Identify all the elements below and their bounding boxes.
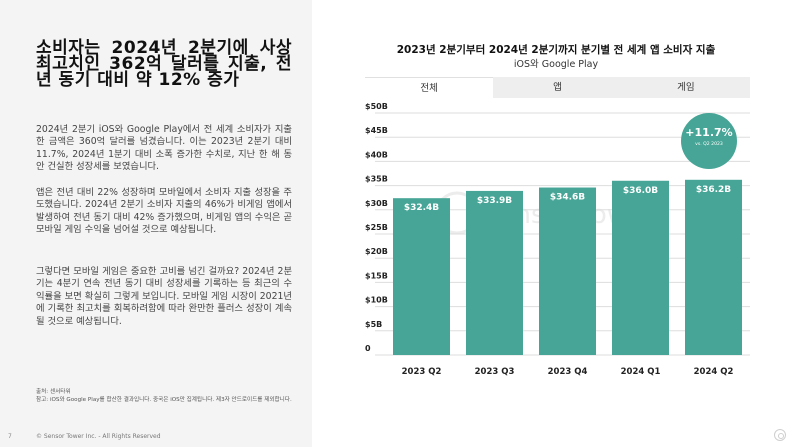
y-tick-label: $35B xyxy=(365,175,388,184)
headline: 소비자는 2024년 2분기에 사상 최고치인 362억 달러를 지출, 전년 … xyxy=(36,38,292,90)
bar xyxy=(393,198,450,355)
y-tick-label: $25B xyxy=(365,223,388,232)
paragraph-2: 앱은 전년 대비 22% 성장하며 모바일에서 소비자 지출 성장을 주도했습니… xyxy=(36,187,292,236)
paragraph-3: 그렇다면 모바일 게임은 중요한 고비를 넘긴 걸까요? 2024년 2분기는 … xyxy=(36,266,292,327)
y-tick-label: 0 xyxy=(365,344,371,353)
bar xyxy=(539,187,596,355)
chart-panel: 2023년 2분기부터 2024년 2분기까지 분기별 전 세계 앱 소비자 지… xyxy=(312,0,800,447)
y-tick-label: $15B xyxy=(365,271,388,280)
badge-percent: +11.7% xyxy=(685,126,733,139)
y-tick-label: $40B xyxy=(365,150,388,159)
y-tick-label: $5B xyxy=(365,320,382,329)
data-label: $36.0B xyxy=(623,186,658,196)
bar xyxy=(685,179,742,355)
y-tick-label: $45B xyxy=(365,126,388,135)
x-tick-label: 2023 Q2 xyxy=(402,367,442,377)
growth-badge: +11.7% vs. Q2 2023 xyxy=(681,113,737,169)
page-number: 7 xyxy=(8,433,12,440)
badge-subtitle: vs. Q2 2023 xyxy=(695,142,723,147)
sensor-tower-logo-icon xyxy=(774,429,786,441)
chart-title: 2023년 2분기부터 2024년 2분기까지 분기별 전 세계 앱 소비자 지… xyxy=(396,44,716,56)
bar xyxy=(612,180,669,355)
y-tick-label: $50B xyxy=(365,102,388,111)
footer: 7 © Sensor Tower Inc. - All Rights Reser… xyxy=(0,429,312,447)
data-label: $32.4B xyxy=(404,203,439,213)
data-label: $34.6B xyxy=(550,193,585,203)
tab-apps[interactable]: 앱 xyxy=(493,77,622,98)
paragraph-1: 2024년 2분기 iOS와 Google Play에서 전 세계 소비자가 지… xyxy=(36,124,292,173)
x-tick-label: 2024 Q2 xyxy=(694,367,734,377)
copyright: © Sensor Tower Inc. - All Rights Reserve… xyxy=(36,433,161,440)
left-panel: 소비자는 2024년 2분기에 사상 최고치인 362억 달러를 지출, 전년 … xyxy=(0,0,312,447)
data-label: $36.2B xyxy=(696,185,731,195)
x-tick-label: 2023 Q3 xyxy=(475,367,515,377)
bar xyxy=(466,190,523,355)
footnote-note: 참고: iOS와 Google Play를 합산한 결과입니다. 중국은 iOS… xyxy=(36,397,292,403)
chart-subtitle: iOS와 Google Play xyxy=(513,59,599,70)
y-tick-label: $10B xyxy=(365,296,388,305)
tab-all[interactable]: 전체 xyxy=(365,77,494,98)
tab-games[interactable]: 게임 xyxy=(621,77,750,98)
bar-chart: Sensor Tower 0$5B$10B$15B$20B$25B$30B$35… xyxy=(365,102,750,377)
footnote-source: 출처: 센서타워 xyxy=(36,389,71,395)
footnote: 출처: 센서타워 참고: iOS와 Google Play를 합산한 결과입니다… xyxy=(36,388,298,404)
x-tick-label: 2023 Q4 xyxy=(548,367,588,377)
data-label: $33.9B xyxy=(477,196,512,206)
x-tick-label: 2024 Q1 xyxy=(621,367,661,377)
y-tick-label: $20B xyxy=(365,247,388,256)
y-tick-label: $30B xyxy=(365,199,388,208)
chart-tabs: 전체 앱 게임 xyxy=(365,77,750,98)
